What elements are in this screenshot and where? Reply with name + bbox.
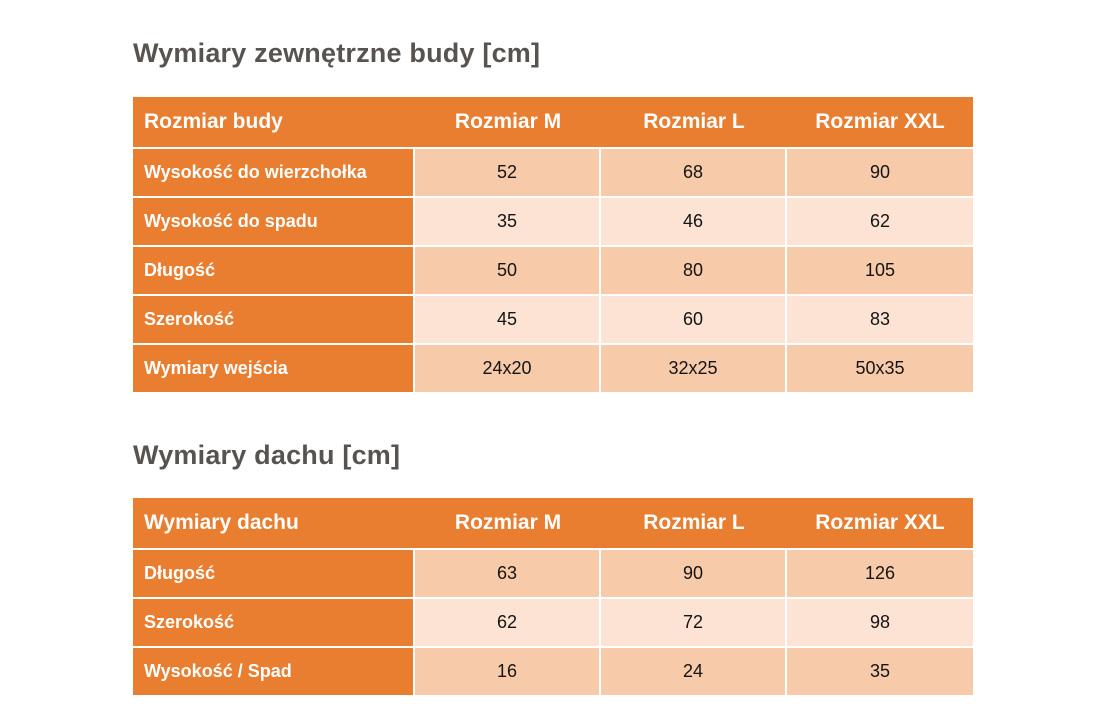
value-cell: 46 (601, 198, 785, 245)
table-body: Długość 63 90 126 Szerokość 62 72 98 Wys… (133, 550, 973, 695)
value-cell: 80 (601, 247, 785, 294)
value-cell: 90 (787, 149, 973, 196)
value-cell: 16 (415, 648, 599, 695)
column-header-rozmiar-m: Rozmiar M (454, 511, 562, 534)
value-cell: 90 (601, 550, 785, 597)
column-header-wymiary-dachu: Wymiary dachu (144, 511, 299, 534)
value-cell: 63 (415, 550, 599, 597)
table-header-row: Rozmiar budy Rozmiar M Rozmiar L Rozmiar… (133, 97, 973, 147)
value-cell: 105 (787, 247, 973, 294)
value-cell: 35 (415, 198, 599, 245)
value-cell: 32x25 (601, 345, 785, 392)
column-header-rozmiar-budy: Rozmiar budy (144, 110, 283, 133)
row-label: Wysokość / Spad (133, 648, 413, 695)
table-body: Wysokość do wierzchołka 52 68 90 Wysokoś… (133, 149, 973, 392)
column-header-rozmiar-l: Rozmiar L (643, 511, 745, 534)
value-cell: 98 (787, 599, 973, 646)
section-title-outer-dimensions: Wymiary zewnętrzne budy [cm] (133, 38, 541, 68)
row-label: Długość (133, 247, 413, 294)
row-label: Wysokość do spadu (133, 198, 413, 245)
value-cell: 72 (601, 599, 785, 646)
roof-dimensions-table: Wymiary dachu Rozmiar M Rozmiar L Rozmia… (133, 498, 973, 695)
value-cell: 60 (601, 296, 785, 343)
outer-dimensions-table: Rozmiar budy Rozmiar M Rozmiar L Rozmiar… (133, 97, 973, 392)
row-label: Szerokość (133, 599, 413, 646)
column-header-rozmiar-m: Rozmiar M (454, 110, 562, 133)
row-label: Szerokość (133, 296, 413, 343)
section-title-roof-dimensions: Wymiary dachu [cm] (133, 440, 401, 470)
value-cell: 83 (787, 296, 973, 343)
column-header-rozmiar-xxl: Rozmiar XXL (815, 511, 945, 534)
value-cell: 24x20 (415, 345, 599, 392)
value-cell: 62 (787, 198, 973, 245)
row-label: Długość (133, 550, 413, 597)
row-label: Wymiary wejścia (133, 345, 413, 392)
value-cell: 35 (787, 648, 973, 695)
value-cell: 50x35 (787, 345, 973, 392)
value-cell: 45 (415, 296, 599, 343)
value-cell: 24 (601, 648, 785, 695)
value-cell: 52 (415, 149, 599, 196)
row-label: Wysokość do wierzchołka (133, 149, 413, 196)
value-cell: 62 (415, 599, 599, 646)
column-header-rozmiar-xxl: Rozmiar XXL (815, 110, 945, 133)
value-cell: 126 (787, 550, 973, 597)
table-header-row: Wymiary dachu Rozmiar M Rozmiar L Rozmia… (133, 498, 973, 548)
column-header-rozmiar-l: Rozmiar L (643, 110, 745, 133)
value-cell: 50 (415, 247, 599, 294)
value-cell: 68 (601, 149, 785, 196)
